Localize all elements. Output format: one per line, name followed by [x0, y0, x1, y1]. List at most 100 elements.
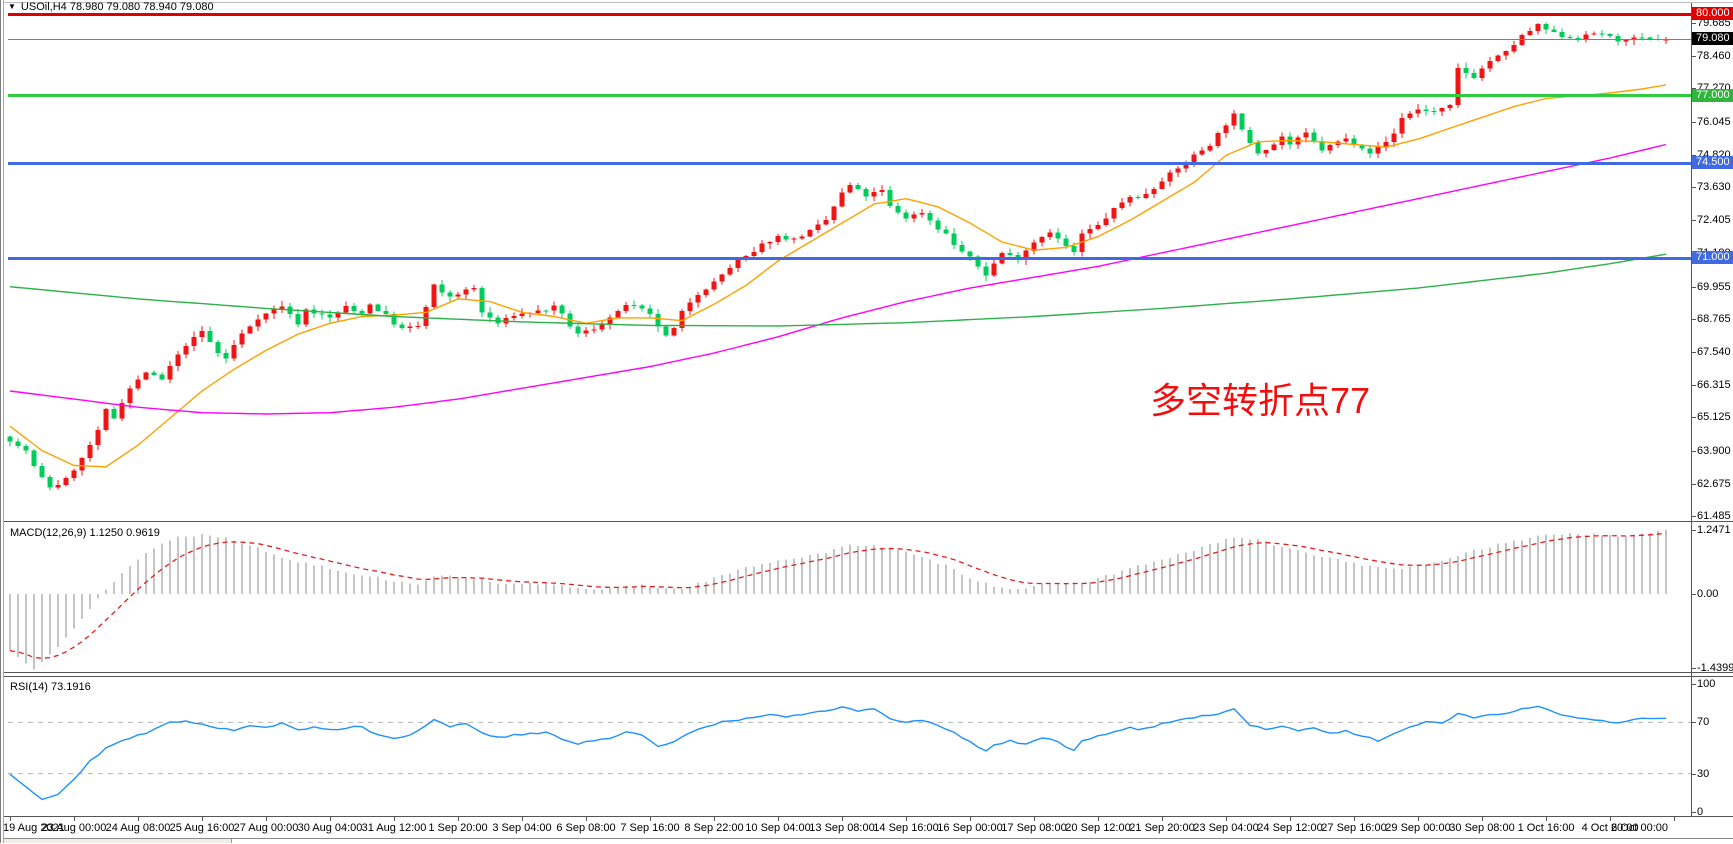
price-axis-label: 73.630 [1697, 181, 1731, 193]
time-tick [714, 817, 715, 821]
time-tick [1226, 817, 1227, 821]
rsi-tick [1691, 722, 1696, 723]
time-axis-label: 27 Sep 16:00 [1321, 822, 1387, 834]
time-tick [1034, 817, 1035, 821]
price-tick [1691, 417, 1696, 418]
candles-layer [7, 22, 1669, 491]
time-axis-label: 13 Sep 08:00 [809, 822, 875, 834]
time-tick [842, 817, 843, 821]
price-level-badge-71.000: 71.000 [1692, 251, 1733, 264]
price-tick [1691, 155, 1696, 156]
time-tick [1482, 817, 1483, 821]
time-axis-label: 29 Sep 00:00 [1385, 822, 1451, 834]
time-tick [458, 817, 459, 821]
trend-annotation: 多空转折点77 [1150, 380, 1371, 421]
price-tick [1691, 56, 1696, 57]
macd-canvas[interactable] [0, 523, 1691, 672]
time-axis-label: 16 Sep 00:00 [937, 822, 1003, 834]
price-level-badge-79.080: 79.080 [1692, 32, 1733, 45]
macd-indicator-label: MACD(12,26,9) 1.1250 0.9619 [10, 527, 160, 539]
time-tick [1674, 817, 1675, 821]
macd-histogram [9, 529, 1667, 670]
time-axis-label: 1 Sep 20:00 [428, 822, 488, 834]
price-axis-label: 78.460 [1697, 50, 1731, 62]
time-axis-label: 17 Sep 08:00 [1001, 822, 1067, 834]
rsi-line [9, 705, 1667, 801]
time-tick [1098, 817, 1099, 821]
time-tick [1610, 817, 1611, 821]
macd-axis-label: 1.2471 [1697, 524, 1731, 536]
time-tick [586, 817, 587, 821]
panel-divider-main-macd[interactable] [0, 521, 1733, 522]
time-axis-label: 30 Aug 04:00 [297, 822, 363, 834]
time-axis-label: 23 Sep 04:00 [1193, 822, 1259, 834]
time-tick [74, 817, 75, 821]
price-tick [1691, 319, 1696, 320]
time-tick [1546, 817, 1547, 821]
window-left-edge [0, 0, 4, 843]
price-level-badge-80.000: 80.000 [1692, 7, 1733, 20]
bottom-tab-strip [0, 838, 1733, 844]
rsi-axis-label: 70 [1697, 716, 1710, 728]
main-chart-canvas[interactable] [0, 0, 1691, 521]
ma-fast-line [9, 84, 1667, 468]
time-axis-label: 21 Sep 20:00 [1129, 822, 1195, 834]
macd-tick [1691, 668, 1696, 669]
rsi-axis-label: 0 [1697, 806, 1704, 818]
rsi-canvas[interactable] [0, 677, 1691, 816]
price-axis-label: 62.675 [1697, 478, 1731, 490]
time-tick [330, 817, 331, 821]
price-axis-label: 67.540 [1697, 346, 1731, 358]
time-tick [10, 817, 11, 821]
price-axis-label: 61.485 [1697, 510, 1731, 522]
panel-divider-macd-rsi-bottom[interactable] [0, 676, 1733, 677]
price-tick [1691, 220, 1696, 221]
price-tick [1691, 287, 1696, 288]
macd-axis-label: -1.4399 [1697, 662, 1733, 674]
time-axis-label: 8 Sep 22:00 [684, 822, 744, 834]
time-axis-label: 14 Sep 16:00 [873, 822, 939, 834]
time-axis-label: 1 Oct 16:00 [1517, 822, 1575, 834]
time-axis-label: 30 Sep 08:00 [1449, 822, 1515, 834]
price-tick [1691, 484, 1696, 485]
time-tick [394, 817, 395, 821]
time-axis-label: 6 Sep 08:00 [556, 822, 616, 834]
panel-divider-macd-rsi-top[interactable] [0, 672, 1733, 673]
symbol-marker-icon: ▼ [8, 2, 16, 11]
price-axis-label: 69.955 [1697, 281, 1731, 293]
price-tick [1691, 187, 1696, 188]
price-axis-label: 76.045 [1697, 116, 1731, 128]
time-tick [1290, 817, 1291, 821]
price-tick [1691, 352, 1696, 353]
time-tick [522, 817, 523, 821]
window-top-edge [0, 2, 1733, 3]
rsi-tick [1691, 684, 1696, 685]
time-tick [138, 817, 139, 821]
price-axis-label: 72.405 [1697, 214, 1731, 226]
level-lines-layer[interactable] [8, 13, 1691, 260]
time-axis-label: 4 Oct 20:00 [1581, 822, 1639, 834]
price-axis-border [1691, 3, 1692, 817]
time-tick [1354, 817, 1355, 821]
price-tick [1691, 385, 1696, 386]
rsi-axis-label: 100 [1697, 678, 1716, 690]
time-axis-label: 6 Oct 00:00 [1611, 822, 1668, 834]
time-tick [906, 817, 907, 821]
price-axis-label: 68.765 [1697, 313, 1731, 325]
chart-tab[interactable] [2, 839, 232, 843]
price-axis-label: 65.125 [1697, 411, 1731, 423]
price-tick [1691, 451, 1696, 452]
price-tick [1691, 516, 1696, 517]
time-axis-label: 23 Aug 00:00 [41, 822, 107, 834]
time-axis-label: 3 Sep 04:00 [492, 822, 552, 834]
time-axis-label: 19 Aug 2021 [3, 822, 65, 834]
price-axis-label: 79.685 [1697, 17, 1731, 29]
time-tick [1418, 817, 1419, 821]
time-axis-divider [0, 816, 1733, 817]
time-tick [970, 817, 971, 821]
time-axis-label: 10 Sep 04:00 [745, 822, 811, 834]
time-axis-label: 7 Sep 16:00 [620, 822, 680, 834]
time-tick [266, 817, 267, 821]
price-tick [1691, 122, 1696, 123]
